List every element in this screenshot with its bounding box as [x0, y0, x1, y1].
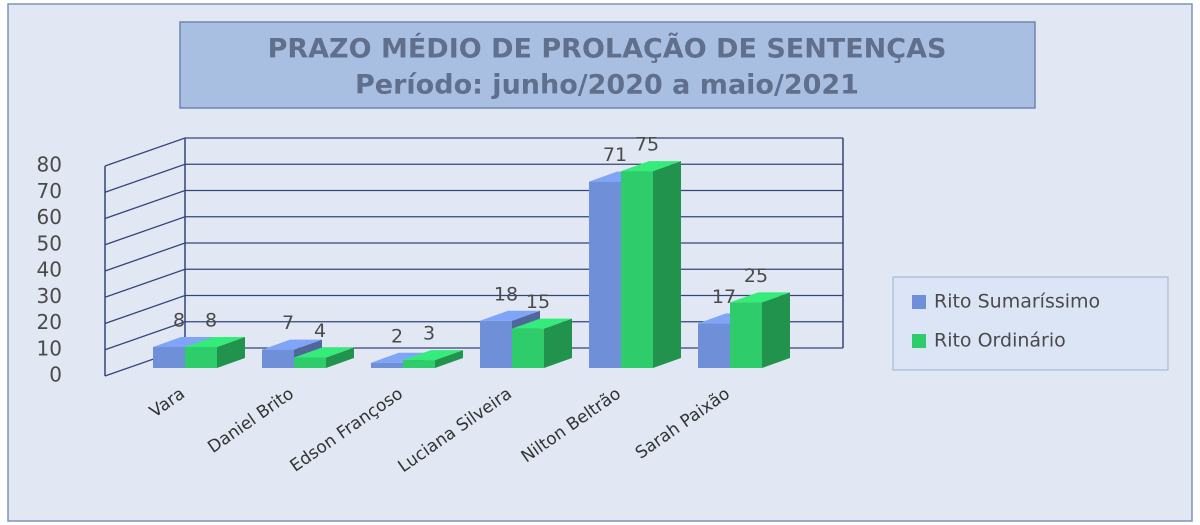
bar-side: [435, 350, 463, 368]
y-tick-label: 30: [37, 284, 62, 308]
bar: [698, 323, 730, 368]
bar: [512, 328, 544, 368]
chart-title: PRAZO MÉDIO DE PROLAÇÃO DE SENTENÇAS: [268, 33, 947, 65]
data-label: 18: [494, 283, 518, 305]
data-label: 8: [173, 310, 185, 332]
legend-label: Rito Ordinário: [934, 330, 1066, 352]
legend-label: Rito Sumaríssimo: [934, 291, 1100, 313]
bar: [371, 362, 403, 368]
data-label: 8: [205, 310, 217, 332]
data-label: 4: [314, 320, 326, 342]
bar-top: [621, 161, 681, 172]
bar-side: [653, 161, 681, 368]
bar: [294, 357, 326, 368]
bar-side: [326, 347, 354, 368]
legend-swatch: [912, 334, 926, 348]
y-tick-label: 60: [37, 205, 62, 229]
data-label: 3: [423, 323, 435, 345]
data-label: 2: [391, 325, 403, 347]
data-label: 7: [282, 312, 294, 334]
bar-side: [217, 337, 245, 368]
bar-top: [512, 318, 572, 329]
bar-top: [294, 347, 354, 358]
bar: [589, 181, 621, 368]
grid-line: [104, 163, 843, 193]
bar: [730, 302, 762, 368]
title-box: [179, 21, 1036, 109]
y-tick-label: 40: [37, 258, 62, 282]
bar-side: [762, 292, 790, 368]
bar-top: [185, 337, 245, 347]
y-tick-label: 0: [49, 363, 62, 387]
legend-box: [892, 276, 1169, 371]
bar-top: [730, 292, 790, 303]
bar-top: [480, 310, 540, 321]
bar-top: [371, 352, 431, 363]
bar: [153, 347, 185, 368]
data-label: 75: [635, 134, 659, 156]
y-tick-label: 50: [37, 231, 62, 255]
y-tick-label: 10: [37, 336, 62, 360]
data-label: 15: [526, 291, 550, 313]
y-tick-label: 70: [37, 179, 62, 203]
y-tick-label: 20: [37, 310, 62, 334]
legend-swatch: [912, 295, 926, 309]
bar-top: [403, 350, 463, 361]
bar-top: [153, 337, 213, 347]
bar-side: [544, 318, 572, 368]
bar: [480, 320, 512, 368]
data-label: 71: [603, 144, 627, 166]
bar: [621, 171, 653, 368]
bar: [403, 360, 435, 368]
bar: [262, 349, 294, 368]
y-tick-label: 80: [37, 153, 62, 177]
grid-line: [104, 137, 843, 167]
chart-subtitle: Período: junho/2020 a maio/2021: [355, 70, 859, 101]
bar: [185, 347, 217, 368]
data-label: 25: [744, 265, 768, 287]
bar-top: [262, 339, 322, 350]
